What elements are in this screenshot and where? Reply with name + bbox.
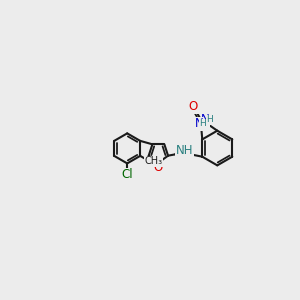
Text: NH: NH bbox=[176, 144, 193, 157]
Text: N: N bbox=[194, 117, 203, 130]
Text: O: O bbox=[154, 161, 163, 174]
Text: O: O bbox=[189, 100, 198, 113]
Text: H: H bbox=[206, 116, 213, 124]
Text: H: H bbox=[200, 119, 206, 128]
Text: N: N bbox=[201, 113, 210, 126]
Text: CH₃: CH₃ bbox=[144, 156, 163, 167]
Text: Cl: Cl bbox=[122, 168, 133, 182]
